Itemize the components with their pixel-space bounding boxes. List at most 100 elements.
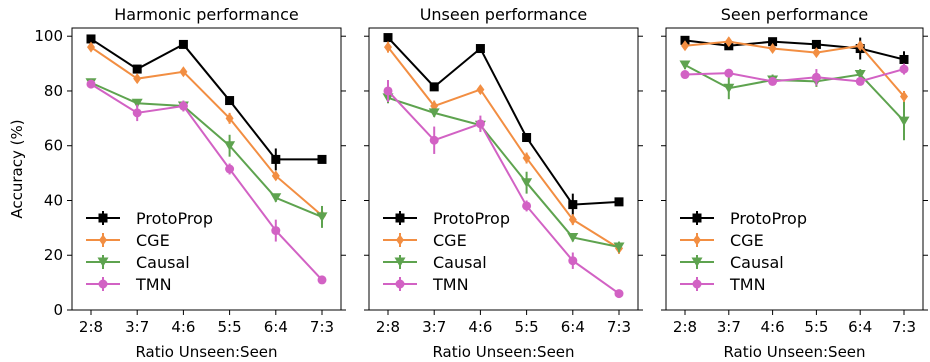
- x-tick-label: 2:8: [673, 318, 697, 336]
- data-point: [899, 64, 909, 74]
- data-point: [812, 47, 821, 59]
- x-tick-label: 4:6: [761, 318, 785, 336]
- series-protoprop: [86, 34, 327, 171]
- series-line: [387, 36, 620, 206]
- x-axis-label: Ratio Unseen:Seen: [723, 343, 865, 361]
- series-tmn: [86, 79, 327, 285]
- legend-marker: [693, 234, 701, 246]
- data-point: [317, 275, 327, 285]
- legend: ProtoProp CGE Causal TMN: [383, 209, 510, 294]
- series-line: [90, 46, 323, 217]
- legend-marker: [97, 257, 109, 267]
- x-tick-label: 3:7: [422, 318, 446, 336]
- x-tick-label: 5:5: [515, 318, 539, 336]
- data-point: [270, 193, 282, 203]
- legend-label: ProtoProp: [730, 209, 807, 228]
- data-point: [225, 112, 234, 124]
- x-tick-label: 2:8: [376, 318, 400, 336]
- data-point: [225, 164, 235, 174]
- legend-label: Causal: [136, 253, 190, 272]
- series-causal: [85, 78, 328, 228]
- chart-panel-3: Seen performance 2:8 3:7 4:6 5:5 6:4 7:3 Ratio …: [661, 5, 928, 361]
- y-tick-label: 60: [44, 137, 63, 155]
- data-point: [316, 212, 328, 222]
- data-point: [568, 200, 578, 210]
- data-point: [522, 133, 532, 143]
- series-line: [684, 68, 905, 83]
- x-tick-label: 3:7: [125, 318, 149, 336]
- x-tick-label: 7:3: [892, 318, 916, 336]
- axes-frame: [71, 27, 342, 311]
- legend-label: TMN: [135, 275, 172, 294]
- legend-marker: [99, 234, 107, 246]
- legend-label: CGE: [730, 231, 764, 250]
- legend-entry-causal: Causal: [86, 253, 190, 272]
- data-point: [475, 44, 485, 54]
- series-line: [90, 38, 322, 161]
- data-point: [383, 86, 393, 96]
- x-tick-label: 6:4: [848, 318, 872, 336]
- data-point: [429, 135, 439, 145]
- series-line: [684, 40, 905, 98]
- data-point: [568, 214, 577, 226]
- y-axis-label: Accuracy (%): [8, 119, 26, 218]
- series-line: [684, 39, 905, 61]
- legend-label: ProtoProp: [136, 209, 213, 228]
- data-point: [680, 70, 690, 80]
- legend: ProtoProp CGE Causal TMN: [86, 209, 213, 294]
- series-protoprop: [383, 33, 624, 216]
- data-point: [521, 178, 533, 188]
- data-point: [383, 33, 393, 43]
- legend-entry-cge: CGE: [86, 231, 170, 250]
- series-line: [387, 96, 620, 249]
- data-point: [317, 154, 327, 164]
- legend-entry-cge: CGE: [383, 231, 467, 250]
- data-point: [179, 66, 188, 78]
- axes-frame: [368, 27, 639, 311]
- data-point: [224, 141, 236, 151]
- data-point: [428, 108, 440, 118]
- data-point: [475, 119, 485, 129]
- data-point: [568, 256, 578, 266]
- chart-title: Harmonic performance: [114, 5, 298, 24]
- series-causal: [679, 60, 910, 141]
- legend-marker: [692, 213, 702, 223]
- x-tick-label: 4:6: [171, 318, 195, 336]
- legend-label: CGE: [433, 231, 467, 250]
- axes-frame: [665, 27, 924, 311]
- data-point: [856, 40, 865, 52]
- data-point: [131, 98, 143, 109]
- data-point: [522, 152, 531, 164]
- data-point: [614, 289, 624, 299]
- series-line: [90, 83, 323, 281]
- x-tick-label: 5:5: [804, 318, 828, 336]
- data-point: [855, 76, 865, 86]
- legend-marker: [98, 279, 108, 289]
- x-tick-label: 2:8: [79, 318, 103, 336]
- data-point: [271, 226, 281, 236]
- data-point: [86, 79, 96, 89]
- y-tick-label: 0: [53, 301, 63, 319]
- data-point: [768, 76, 778, 86]
- data-point: [476, 84, 485, 96]
- y-tick-label: 20: [44, 246, 63, 264]
- legend-entry-tmn: TMN: [680, 275, 766, 294]
- data-point: [178, 39, 188, 49]
- legend-entry-protoprop: ProtoProp: [383, 209, 510, 228]
- data-point: [900, 90, 908, 102]
- legend-entry-tmn: TMN: [383, 275, 469, 294]
- series-line: [387, 90, 620, 295]
- data-point: [898, 116, 910, 127]
- data-point: [899, 54, 909, 64]
- legend-marker: [395, 279, 405, 289]
- x-axis-label: Ratio Unseen:Seen: [135, 343, 277, 361]
- chart-panel-2: Unseen performance 2:8 3:7 4:6 5:5 6:4 7:3 Rati…: [364, 5, 643, 361]
- legend-label: Causal: [433, 253, 487, 272]
- data-point: [854, 70, 866, 80]
- data-point: [87, 41, 95, 53]
- data-point: [384, 41, 392, 53]
- y-tick-label: 40: [44, 191, 63, 209]
- data-point: [225, 96, 235, 106]
- legend-label: CGE: [136, 231, 170, 250]
